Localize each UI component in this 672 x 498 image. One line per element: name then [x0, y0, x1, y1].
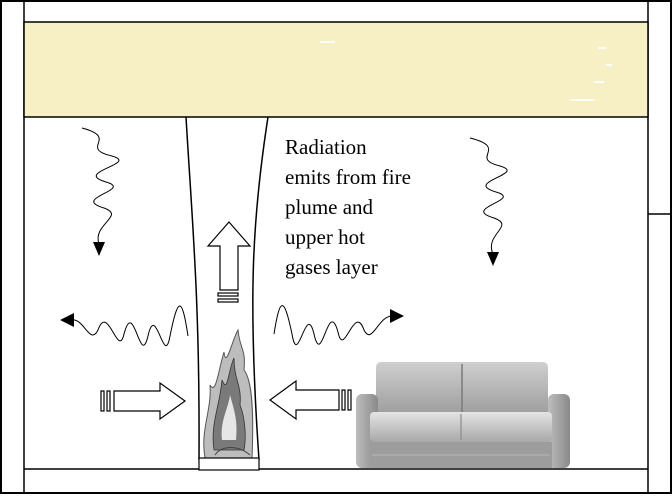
plume-right-edge — [252, 116, 269, 461]
radiation-right-icon — [273, 305, 393, 345]
radiation-down-right-icon — [469, 137, 508, 255]
radiation-right-arrowhead — [390, 309, 404, 323]
hot-gas-sparkles — [320, 41, 612, 101]
flame-icon — [203, 328, 254, 459]
caption-line-2: emits from fire — [285, 165, 411, 189]
inflow-right-arrow-icon — [268, 379, 352, 421]
plume-left-edge — [185, 116, 200, 461]
inflow-left-arrow-icon — [100, 381, 187, 421]
radiation-down-left-icon — [81, 127, 120, 245]
radiation-left-arrowhead — [60, 313, 74, 327]
radiation-caption: Radiation emits from fire plume and uppe… — [285, 132, 475, 282]
updraft-arrow-icon — [206, 221, 252, 303]
radiation-left-icon — [71, 305, 189, 346]
caption-line-4: upper hot — [285, 225, 365, 249]
fire-base — [198, 457, 260, 471]
caption-line-3: plume and — [285, 195, 374, 219]
caption-line-1: Radiation — [285, 135, 367, 159]
radiation-down-right-arrowhead — [487, 252, 499, 266]
sofa-icon — [356, 362, 570, 468]
hot-gas-layer — [23, 21, 649, 118]
caption-line-5: gases layer — [285, 255, 378, 279]
radiation-down-left-arrowhead — [93, 242, 105, 256]
